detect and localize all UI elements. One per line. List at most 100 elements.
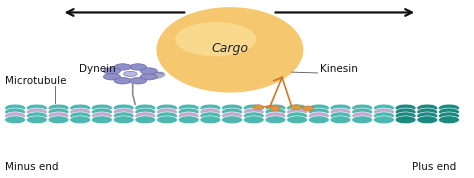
Circle shape	[114, 64, 131, 70]
Circle shape	[395, 116, 416, 124]
Text: Minus end: Minus end	[5, 162, 58, 172]
Circle shape	[156, 116, 177, 124]
Circle shape	[27, 116, 47, 124]
Circle shape	[113, 108, 134, 116]
Circle shape	[140, 74, 157, 80]
Circle shape	[5, 104, 26, 112]
Circle shape	[352, 108, 373, 116]
Text: Kinesin: Kinesin	[320, 64, 358, 74]
Circle shape	[70, 108, 91, 116]
Circle shape	[222, 104, 243, 112]
Circle shape	[114, 78, 131, 84]
Circle shape	[287, 104, 308, 112]
Circle shape	[140, 68, 157, 74]
Circle shape	[374, 116, 394, 124]
Circle shape	[438, 104, 459, 112]
Circle shape	[438, 116, 459, 124]
Circle shape	[48, 112, 69, 120]
Circle shape	[417, 112, 438, 120]
Ellipse shape	[291, 105, 301, 110]
Circle shape	[5, 108, 26, 116]
Circle shape	[156, 104, 177, 112]
Circle shape	[330, 108, 351, 116]
Circle shape	[113, 112, 134, 120]
Circle shape	[91, 112, 112, 120]
Ellipse shape	[156, 7, 303, 93]
Text: Plus end: Plus end	[412, 162, 456, 172]
Circle shape	[200, 116, 221, 124]
Text: Dynein: Dynein	[79, 64, 116, 74]
Circle shape	[48, 108, 69, 116]
Ellipse shape	[303, 106, 313, 111]
Circle shape	[70, 104, 91, 112]
Circle shape	[243, 112, 264, 120]
Circle shape	[178, 104, 199, 112]
Circle shape	[417, 108, 438, 116]
Circle shape	[113, 104, 134, 112]
Circle shape	[309, 104, 329, 112]
Circle shape	[124, 71, 137, 76]
Circle shape	[70, 112, 91, 120]
Ellipse shape	[175, 22, 256, 56]
Circle shape	[374, 108, 394, 116]
Circle shape	[395, 104, 416, 112]
Text: Microtubule: Microtubule	[5, 76, 66, 86]
Circle shape	[70, 116, 91, 124]
Circle shape	[178, 116, 199, 124]
Circle shape	[103, 74, 120, 80]
Ellipse shape	[270, 106, 280, 111]
Circle shape	[222, 108, 243, 116]
Circle shape	[243, 116, 264, 124]
Circle shape	[265, 112, 286, 120]
Circle shape	[265, 104, 286, 112]
Circle shape	[330, 104, 351, 112]
Circle shape	[200, 104, 221, 112]
Circle shape	[352, 104, 373, 112]
Circle shape	[309, 112, 329, 120]
Circle shape	[243, 108, 264, 116]
Circle shape	[374, 112, 394, 120]
Circle shape	[113, 116, 134, 124]
Circle shape	[178, 112, 199, 120]
Circle shape	[417, 104, 438, 112]
Circle shape	[265, 108, 286, 116]
Circle shape	[156, 108, 177, 116]
Circle shape	[309, 116, 329, 124]
Ellipse shape	[253, 105, 264, 110]
Circle shape	[135, 112, 156, 120]
Circle shape	[395, 108, 416, 116]
Circle shape	[222, 112, 243, 120]
Circle shape	[287, 108, 308, 116]
Circle shape	[48, 104, 69, 112]
Circle shape	[103, 68, 120, 74]
Circle shape	[5, 116, 26, 124]
Circle shape	[91, 108, 112, 116]
Circle shape	[243, 104, 264, 112]
Circle shape	[330, 112, 351, 120]
Circle shape	[287, 116, 308, 124]
Circle shape	[129, 78, 146, 84]
Circle shape	[48, 116, 69, 124]
Circle shape	[135, 116, 156, 124]
Circle shape	[129, 64, 146, 70]
Circle shape	[91, 116, 112, 124]
Circle shape	[417, 116, 438, 124]
Text: Cargo: Cargo	[211, 41, 248, 55]
Circle shape	[309, 108, 329, 116]
Circle shape	[352, 112, 373, 120]
Ellipse shape	[151, 72, 164, 78]
Circle shape	[135, 104, 156, 112]
Circle shape	[135, 108, 156, 116]
Circle shape	[438, 108, 459, 116]
Circle shape	[395, 112, 416, 120]
Circle shape	[352, 116, 373, 124]
Circle shape	[178, 108, 199, 116]
Circle shape	[438, 112, 459, 120]
Circle shape	[27, 112, 47, 120]
Circle shape	[222, 116, 243, 124]
Circle shape	[200, 108, 221, 116]
Circle shape	[27, 104, 47, 112]
Circle shape	[330, 116, 351, 124]
Circle shape	[200, 112, 221, 120]
Circle shape	[265, 116, 286, 124]
